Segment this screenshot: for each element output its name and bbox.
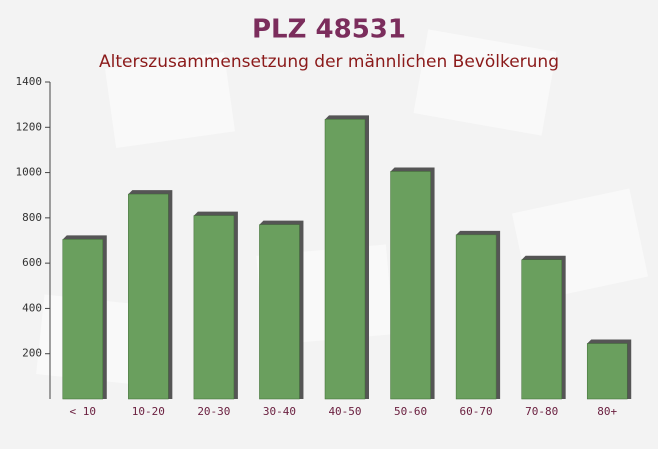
y-tick-label: 800 (22, 211, 42, 224)
y-tick-label: 1400 (16, 75, 43, 88)
bar (586, 343, 628, 400)
y-tick-label: 1000 (16, 166, 43, 179)
chart-subtitle: Alterszusammensetzung der männlichen Bev… (99, 52, 559, 72)
bar (521, 259, 562, 400)
x-tick-label: < 10 (70, 405, 97, 418)
y-tick-label: 600 (22, 256, 42, 269)
bar (455, 234, 497, 400)
y-tick-label: 400 (22, 301, 42, 314)
bar (324, 119, 366, 400)
x-tick-label: 80+ (597, 405, 617, 418)
x-tick-label: 30-40 (263, 405, 296, 418)
bar (128, 193, 169, 400)
y-tick-label: 200 (22, 347, 42, 360)
chart-title: PLZ 48531 (252, 15, 406, 45)
x-tick-label: 40-50 (328, 405, 361, 418)
bar (259, 224, 300, 400)
bar (62, 239, 104, 400)
x-tick-label: 50-60 (394, 405, 427, 418)
bar (390, 171, 431, 400)
x-tick-label: 60-70 (460, 405, 493, 418)
bar (193, 215, 235, 400)
y-tick-label: 1200 (16, 120, 43, 133)
x-tick-label: 10-20 (132, 405, 165, 418)
x-tick-label: 20-30 (197, 405, 230, 418)
x-tick-label: 70-80 (525, 405, 558, 418)
